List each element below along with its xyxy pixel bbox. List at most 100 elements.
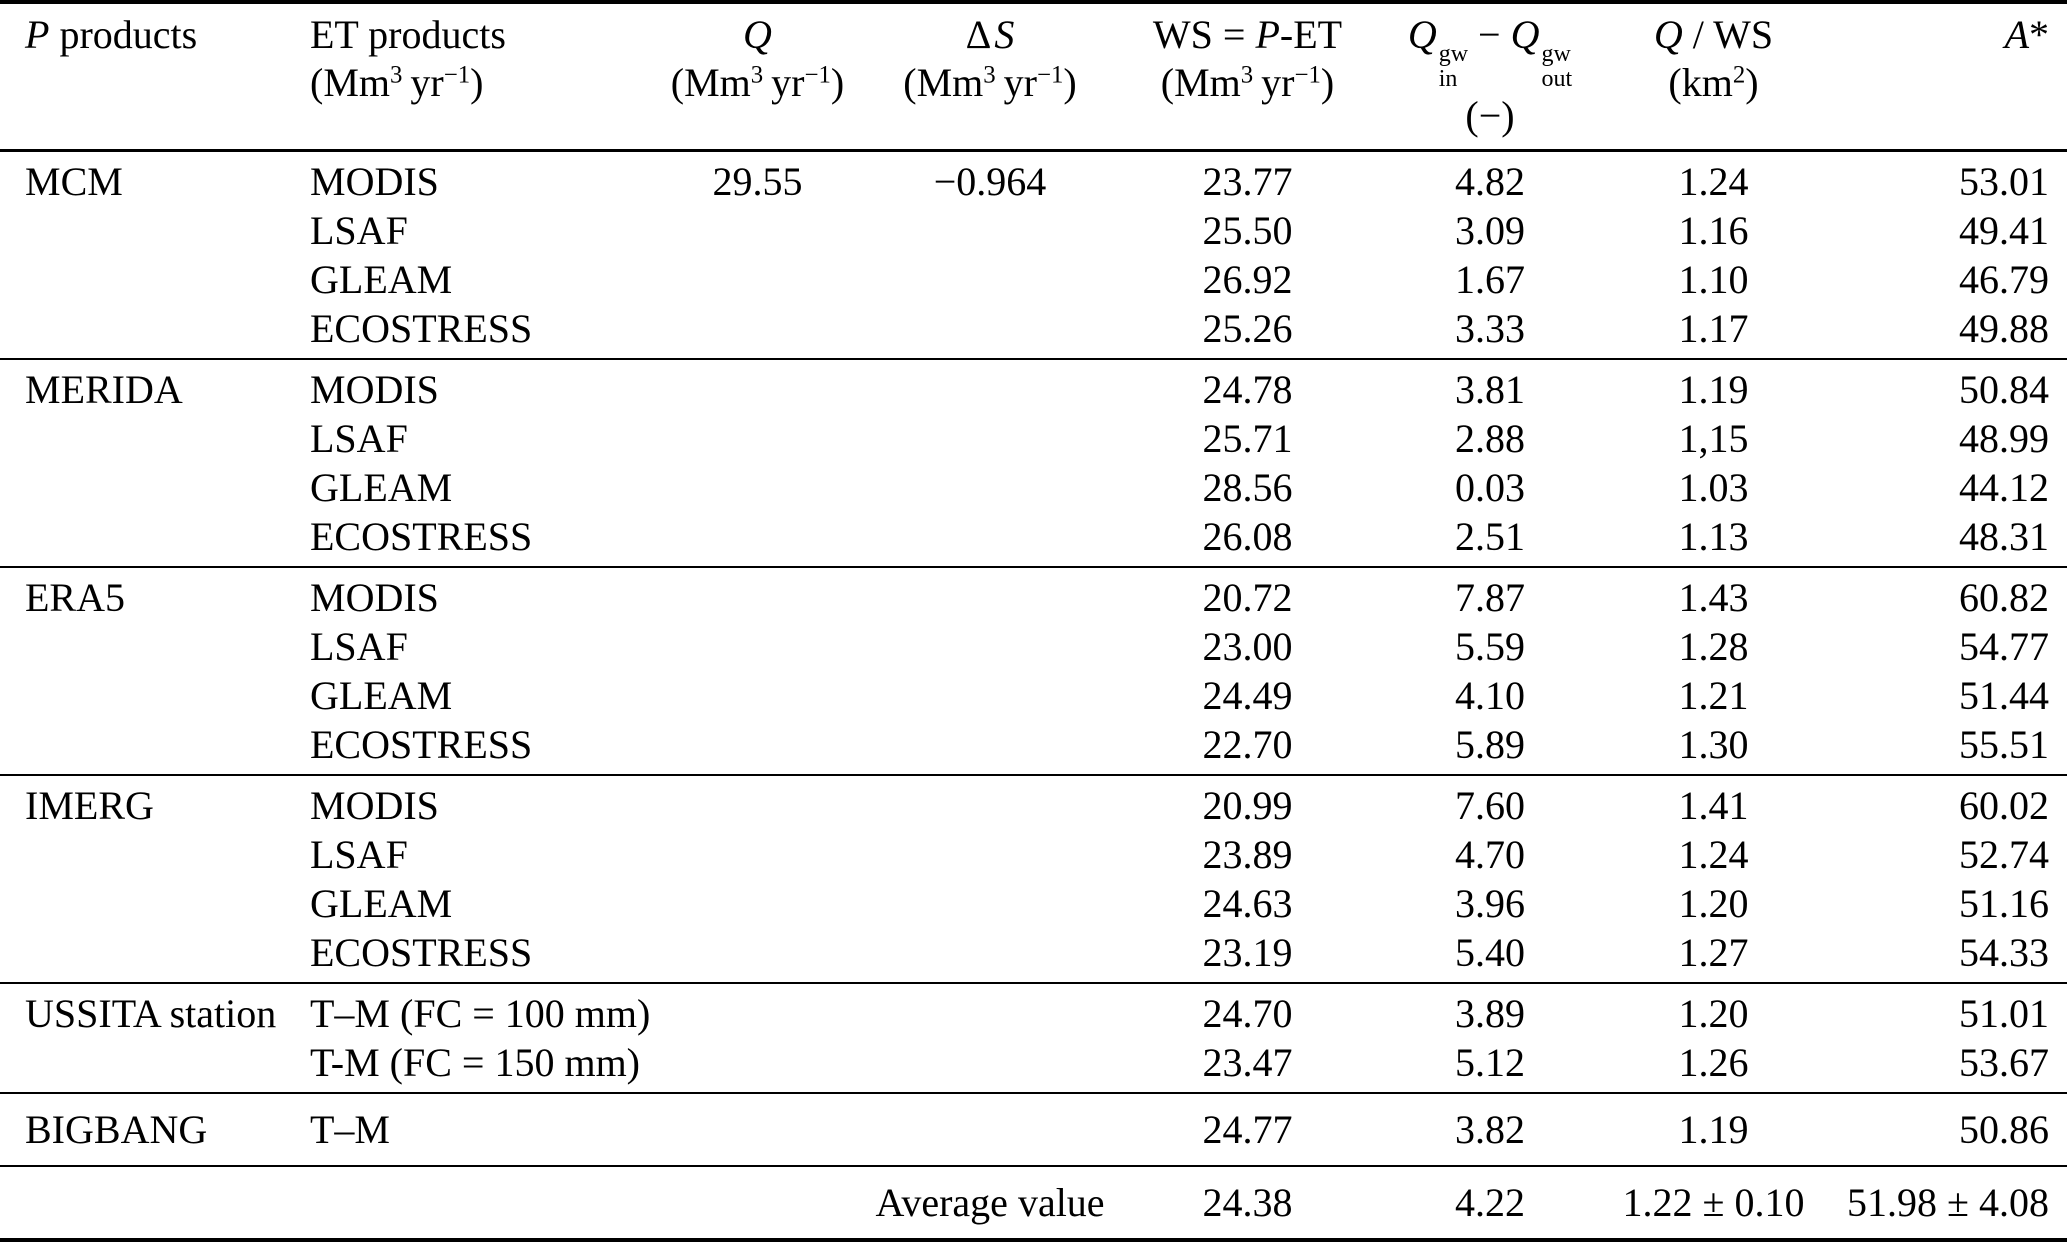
a-cell: 48.31 xyxy=(1959,513,2049,559)
a-average-cell: 51.98 ± 4.08 xyxy=(1847,1179,2049,1225)
a-star-label: A* xyxy=(2004,12,2049,57)
average-row-group: Average value 24.38 4.22 1.22 ± 0.10 51.… xyxy=(0,1165,2067,1240)
qgw-cell: 3.82 xyxy=(1455,1106,1525,1152)
table-row: T-M (FC = 150 mm) 23.47 5.12 1.26 53.67 xyxy=(0,1038,2067,1093)
et-products-label: ET products xyxy=(310,12,506,57)
qws-cell: 1.20 xyxy=(1678,880,1749,926)
qws-cell: 1.19 xyxy=(1678,1106,1749,1152)
table-row: LSAF 25.71 2.88 1,15 48.99 xyxy=(0,414,2067,463)
et-product-cell: MODIS xyxy=(310,782,439,828)
table-row: USSITA station T–M (FC = 100 mm) 24.70 3… xyxy=(0,983,2067,1038)
p-product-cell: IMERG xyxy=(25,782,154,828)
et-product-cell: ECOSTRESS xyxy=(310,929,533,975)
table-row: ECOSTRESS 26.08 2.51 1.13 48.31 xyxy=(0,512,2067,567)
group-merida: MERIDA MODIS 24.78 3.81 1.19 50.84 LSAF … xyxy=(0,358,2067,567)
table-row: ERA5 MODIS 20.72 7.87 1.43 60.82 xyxy=(0,567,2067,622)
et-product-cell: T–M xyxy=(310,1106,390,1152)
a-cell: 49.41 xyxy=(1959,207,2049,253)
q-cell: 29.55 xyxy=(712,158,803,204)
a-cell: 46.79 xyxy=(1959,256,2049,302)
header-row: P products ET products (Mm3 yr−1) Q (Mm3 y… xyxy=(0,2,2067,152)
et-product-cell: LSAF xyxy=(310,623,408,669)
qws-cell: 1.20 xyxy=(1678,990,1749,1036)
p-product-cell: ERA5 xyxy=(25,574,125,620)
qgw-cell: 3.09 xyxy=(1455,207,1525,253)
q-unit: (Mm3 yr−1) xyxy=(670,60,845,105)
table-row: GLEAM 28.56 0.03 1.03 44.12 xyxy=(0,463,2067,512)
a-cell: 60.02 xyxy=(1959,782,2049,828)
a-cell: 52.74 xyxy=(1959,831,2049,877)
q-ws-label: Q / WS xyxy=(1653,12,1774,57)
minus-operator: − xyxy=(1478,12,1501,57)
p-product-cell: USSITA station xyxy=(25,990,277,1036)
et-product-cell: LSAF xyxy=(310,415,408,461)
a-cell: 60.82 xyxy=(1959,574,2049,620)
ws-cell: 26.08 xyxy=(1202,513,1293,559)
qws-cell: 1.19 xyxy=(1678,366,1749,412)
et-product-cell: MODIS xyxy=(310,366,439,412)
ws-label: WS = P-ET xyxy=(1152,12,1343,57)
et-product-cell: GLEAM xyxy=(310,672,453,718)
ws-cell: 23.47 xyxy=(1202,1039,1293,1085)
table-row: GLEAM 24.49 4.10 1.21 51.44 xyxy=(0,671,2067,720)
ws-cell: 24.78 xyxy=(1202,366,1293,412)
ws-average-cell: 24.38 xyxy=(1202,1179,1293,1225)
group-ussita-station: USSITA station T–M (FC = 100 mm) 24.70 3… xyxy=(0,982,2067,1093)
qws-cell: 1.21 xyxy=(1678,672,1749,718)
et-product-cell: MODIS xyxy=(310,158,439,204)
qgw-cell: 4.70 xyxy=(1455,831,1525,877)
table-row: LSAF 23.00 5.59 1.28 54.77 xyxy=(0,622,2067,671)
qws-cell: 1.27 xyxy=(1678,929,1749,975)
qgw-cell: 5.12 xyxy=(1455,1039,1525,1085)
et-product-cell: GLEAM xyxy=(310,464,453,510)
a-cell: 50.84 xyxy=(1959,366,2049,412)
qws-cell: 1.10 xyxy=(1678,256,1749,302)
et-product-cell: LSAF xyxy=(310,207,408,253)
ws-cell: 23.89 xyxy=(1202,831,1293,877)
q-label: Q xyxy=(743,12,772,57)
table-row: LSAF 25.50 3.09 1.16 49.41 xyxy=(0,206,2067,255)
et-product-cell: LSAF xyxy=(310,831,408,877)
qws-cell: 1.03 xyxy=(1678,464,1749,510)
qgw-average-cell: 4.22 xyxy=(1455,1179,1525,1225)
qgw-cell: 5.59 xyxy=(1455,623,1525,669)
table-row: LSAF 23.89 4.70 1.24 52.74 xyxy=(0,830,2067,879)
a-cell: 54.33 xyxy=(1959,929,2049,975)
a-cell: 49.88 xyxy=(1959,305,2049,351)
p-product-cell: MCM xyxy=(25,158,123,204)
a-cell: 48.99 xyxy=(1959,415,2049,461)
group-mcm: MCM MODIS 29.55 −0.964 23.77 4.82 1.24 5… xyxy=(0,150,2067,359)
qws-cell: 1.13 xyxy=(1678,513,1749,559)
col-header-q: Q (Mm3 yr−1) xyxy=(640,2,875,152)
qgw-cell: 7.60 xyxy=(1455,782,1525,828)
table-row: ECOSTRESS 22.70 5.89 1.30 55.51 xyxy=(0,720,2067,775)
table-row: BIGBANG T–M 24.77 3.82 1.19 50.86 xyxy=(0,1093,2067,1166)
et-product-cell: MODIS xyxy=(310,574,439,620)
qgw-cell: 5.40 xyxy=(1455,929,1525,975)
ws-cell: 24.77 xyxy=(1202,1106,1293,1152)
ws-cell: 23.77 xyxy=(1202,158,1293,204)
qws-cell: 1.17 xyxy=(1678,305,1749,351)
et-product-cell: GLEAM xyxy=(310,256,453,302)
qgw-cell: 3.33 xyxy=(1455,305,1525,351)
qws-cell: 1.41 xyxy=(1678,782,1749,828)
qws-cell: 1.26 xyxy=(1678,1039,1749,1085)
qws-cell: 1.24 xyxy=(1678,158,1749,204)
qgw-cell: 3.89 xyxy=(1455,990,1525,1036)
et-product-cell: T-M (FC = 150 mm) xyxy=(310,1039,640,1085)
et-product-cell: ECOSTRESS xyxy=(310,721,533,767)
qws-cell: 1.24 xyxy=(1678,831,1749,877)
qgw-unit: (−) xyxy=(1465,92,1515,138)
qgw-in-supsub: gw in xyxy=(1438,41,1469,93)
q-ws-unit: (km2) xyxy=(1668,60,1759,105)
qgw-cell: 3.96 xyxy=(1455,880,1525,926)
table-row: ECOSTRESS 25.26 3.33 1.17 49.88 xyxy=(0,304,2067,359)
p-products-text: products xyxy=(49,12,198,57)
p-product-cell: MERIDA xyxy=(25,366,183,412)
table-row: ECOSTRESS 23.19 5.40 1.27 54.33 xyxy=(0,928,2067,983)
group-era5: ERA5 MODIS 20.72 7.87 1.43 60.82 LSAF 23… xyxy=(0,566,2067,775)
delta-s-unit: (Mm3 yr−1) xyxy=(903,60,1077,105)
qgw-cell: 2.51 xyxy=(1455,513,1525,559)
ws-cell: 20.72 xyxy=(1202,574,1293,620)
